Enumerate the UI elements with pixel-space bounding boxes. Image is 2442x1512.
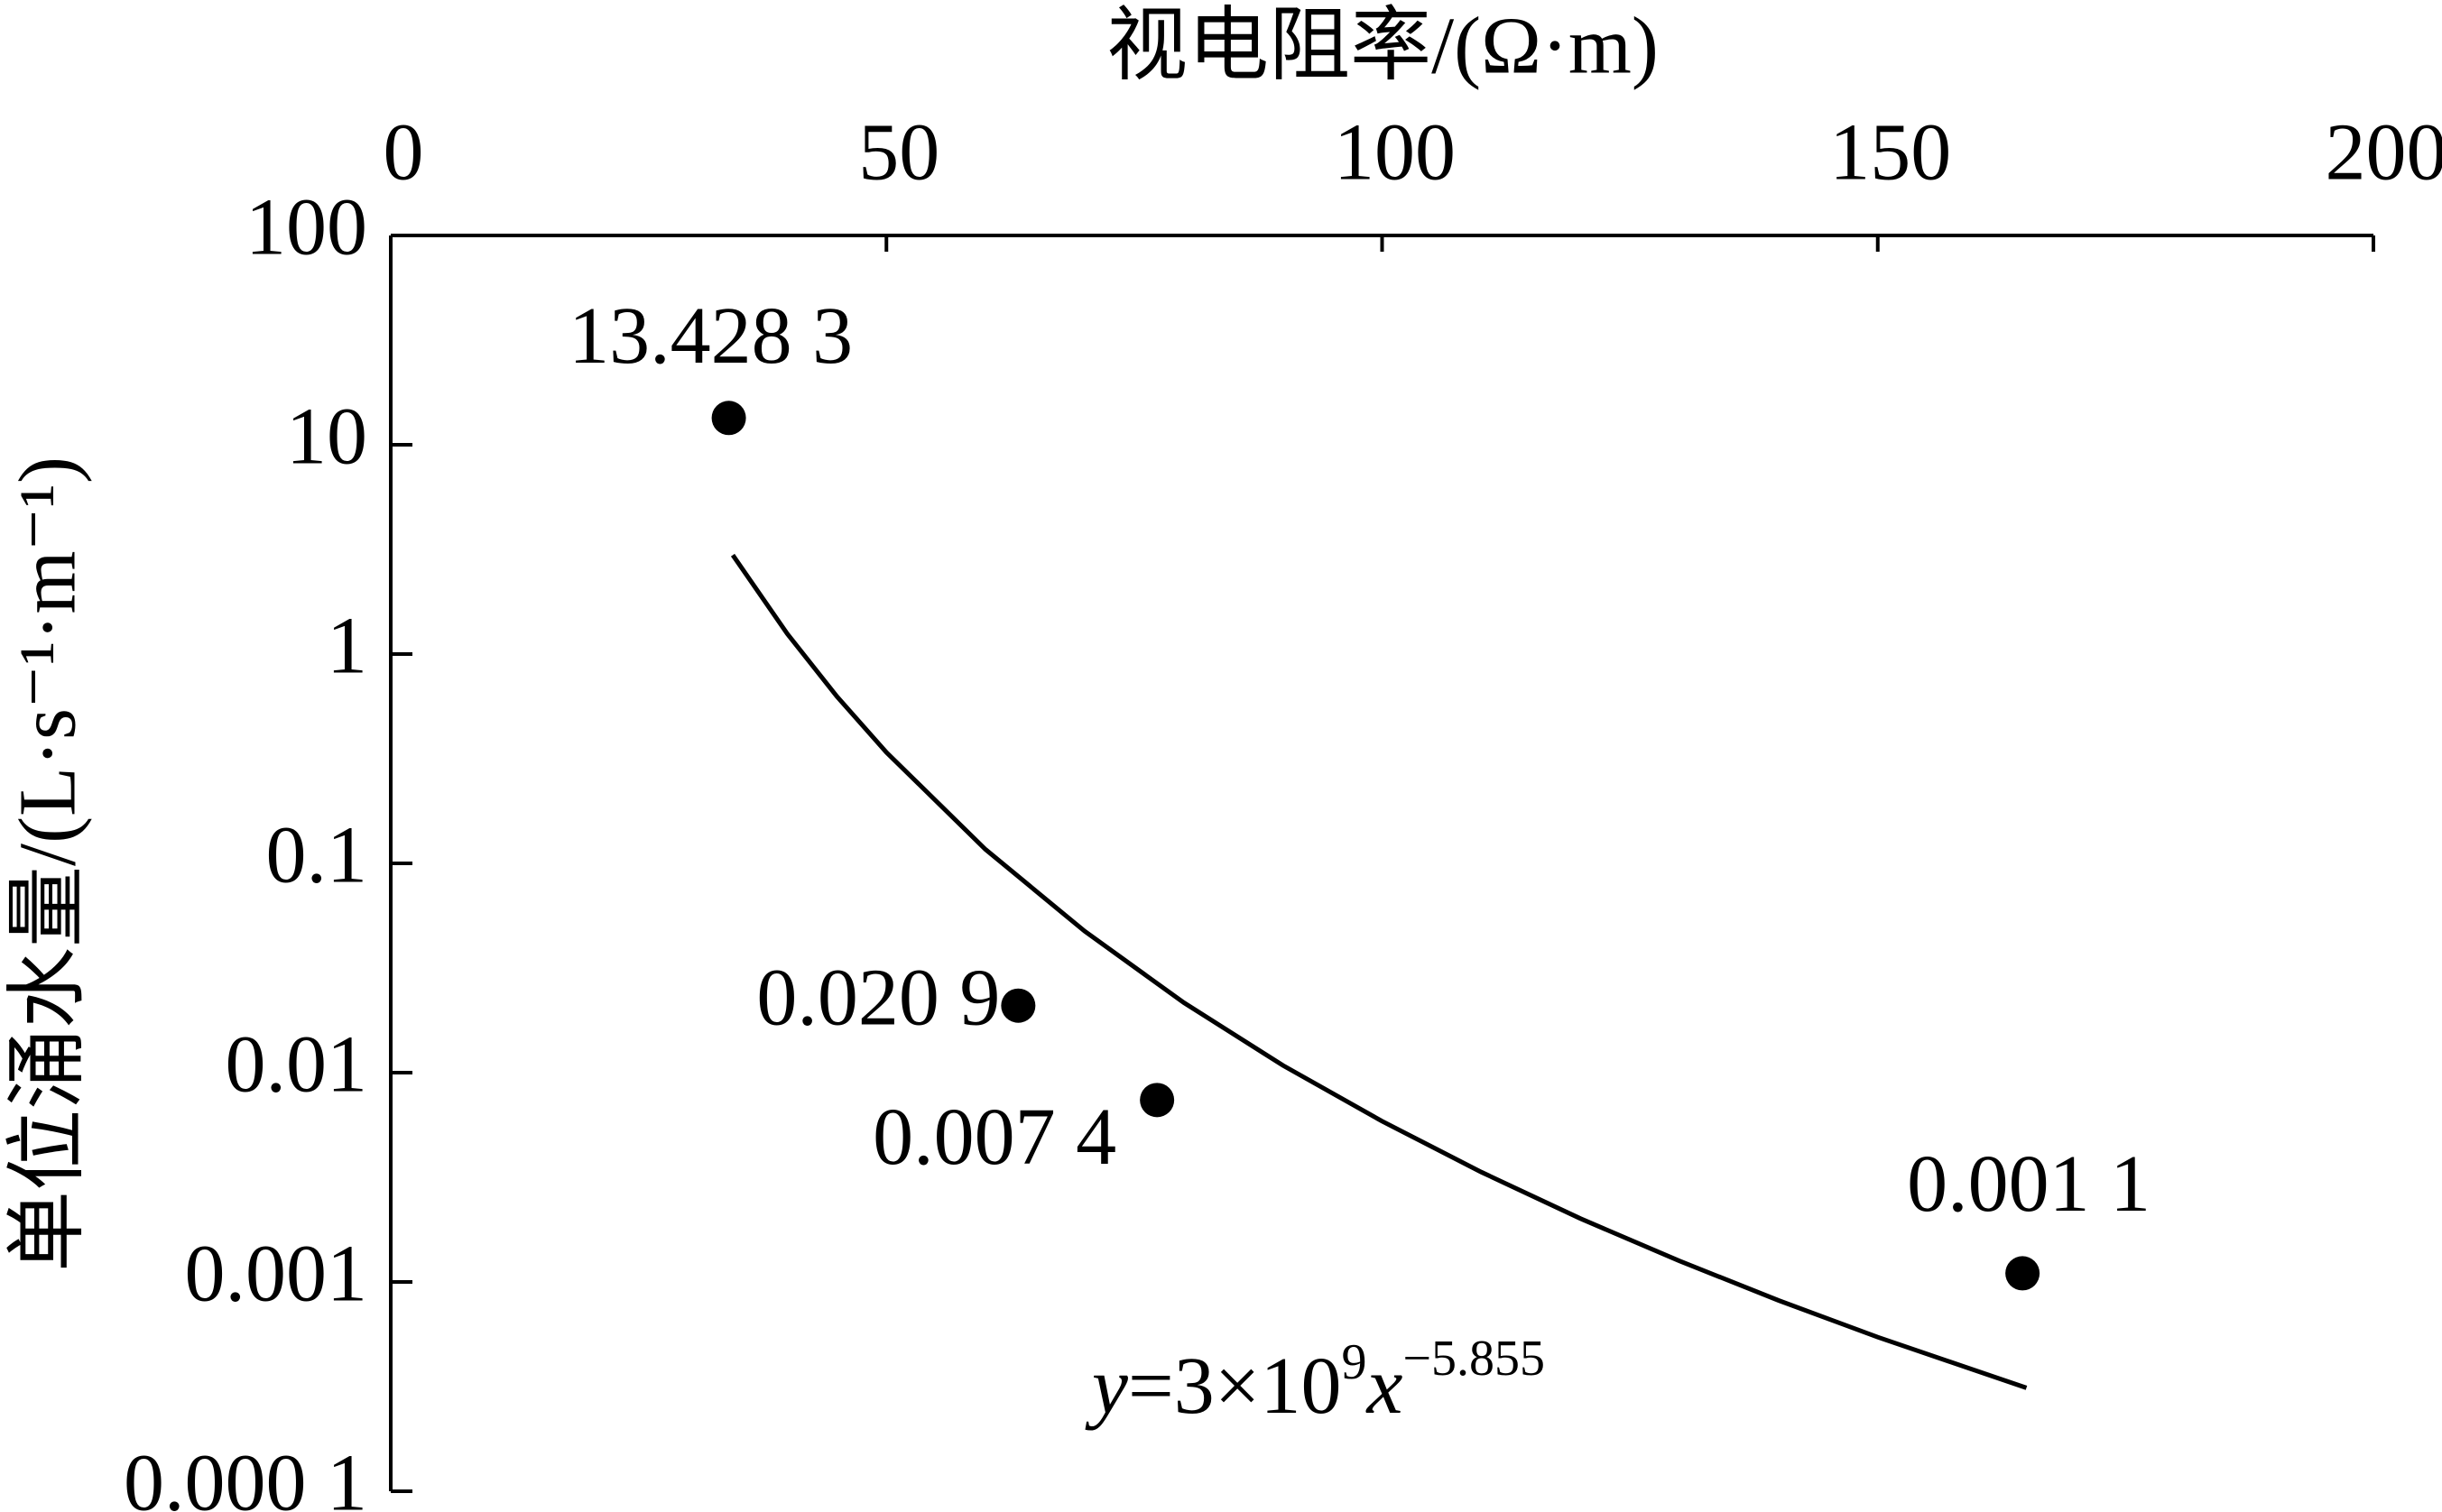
y-tick-label: 0.001 xyxy=(185,1230,368,1319)
x-tick-label: 0 xyxy=(384,108,424,198)
point xyxy=(711,401,746,436)
x-tick-label: 50 xyxy=(858,108,939,198)
x-tick-label: 100 xyxy=(1334,108,1456,198)
y-tick-label: 0.01 xyxy=(226,1020,368,1110)
y-axis-title: 单位涌水量/(L·s⁻¹·m⁻¹) xyxy=(4,456,93,1272)
data-label: 13.428 3 xyxy=(569,291,853,381)
data-label: 0.007 4 xyxy=(873,1093,1116,1182)
eq-power: 9 xyxy=(1341,1334,1366,1390)
equation: y=3×109x−5.855 xyxy=(1085,1331,1545,1431)
eq-x: x xyxy=(1364,1341,1402,1431)
data-label: 0.020 9 xyxy=(756,953,1000,1042)
y-tick-label: 0.000 1 xyxy=(124,1439,367,1512)
y-tick-label: 100 xyxy=(245,183,367,272)
point xyxy=(2005,1256,2040,1291)
y-tick-label: 0.1 xyxy=(266,811,368,900)
x-axis-title: 视电阻率/(Ω·m) xyxy=(1106,2,1659,91)
y-tick-label: 10 xyxy=(286,392,367,482)
x-tick-label: 200 xyxy=(2326,108,2442,198)
point xyxy=(1140,1083,1175,1118)
y-tick-label: 1 xyxy=(327,602,367,691)
eq-coef: =3×10 xyxy=(1128,1341,1342,1431)
point xyxy=(1001,988,1036,1023)
fit-curve xyxy=(730,553,2028,1390)
eq-y: y xyxy=(1085,1341,1128,1431)
x-tick-label: 150 xyxy=(1829,108,1951,198)
eq-exponent: −5.855 xyxy=(1402,1331,1545,1387)
data-label: 0.001 1 xyxy=(1907,1139,2151,1229)
